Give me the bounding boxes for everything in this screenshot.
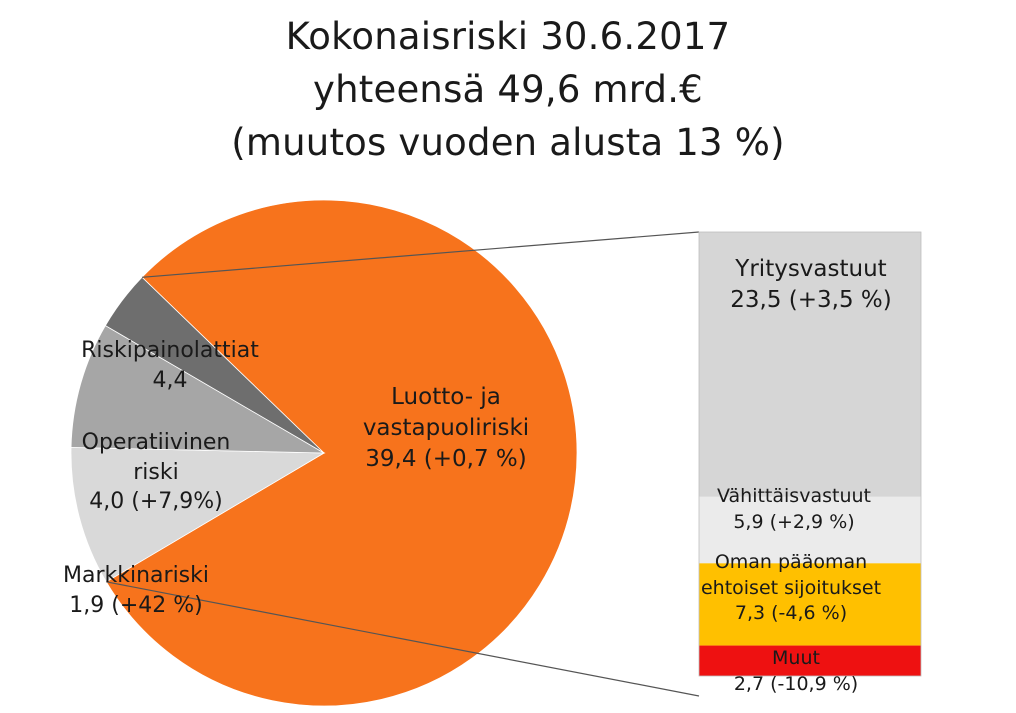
chart-title-line-2: yhteensä 49,6 mrd.€ xyxy=(313,68,703,111)
bar-segment-v-hitt-isvastuut xyxy=(699,496,921,564)
pie-slice-markkinariski xyxy=(104,276,325,454)
chart-title-line-1: Kokonaisriski 30.6.2017 xyxy=(285,15,731,58)
bar-outline xyxy=(698,231,922,677)
segment-label-oman-paaoman: Oman pääoman ehtoiset sijoitukset 7,3 (-… xyxy=(700,551,882,625)
segment-label-muut: Muut 2,7 (-10,9 %) xyxy=(733,647,859,695)
connector-line-bottom xyxy=(106,581,700,697)
slice-label-markkinariski: Markkinariski 1,9 (+42 %) xyxy=(63,563,209,618)
bar-segment-muut xyxy=(699,645,921,676)
pie-slice-riskipainolattiat xyxy=(70,447,326,583)
bar-segment-yritysvastuut xyxy=(699,232,921,497)
slice-label-operatiivinen: Operatiivinen riski 4,0 (+7,9%) xyxy=(81,430,231,515)
connector-line-top xyxy=(141,231,700,278)
segment-label-vahittaisvastuut: Vähittäisvastuut 5,9 (+2,9 %) xyxy=(717,485,871,533)
slice-label-luotto: Luotto- ja vastapuoliriski 39,4 (+0,7 %) xyxy=(362,384,530,473)
slice-label-riskipainolattiat: Riskipainolattiat 4,4 xyxy=(81,338,259,393)
segment-label-yritysvastuut: Yritysvastuut 23,5 (+3,5 %) xyxy=(730,256,892,314)
pie-slice-luotto-ja-vastapuoliriski xyxy=(105,199,578,707)
chart-title-line-3: (muutos vuoden alusta 13 %) xyxy=(231,121,785,164)
pie-slice-operatiivinen-riski xyxy=(70,325,326,454)
bar-segment-oman-p-oman-ehtoiset-sijoitukset xyxy=(699,563,921,646)
